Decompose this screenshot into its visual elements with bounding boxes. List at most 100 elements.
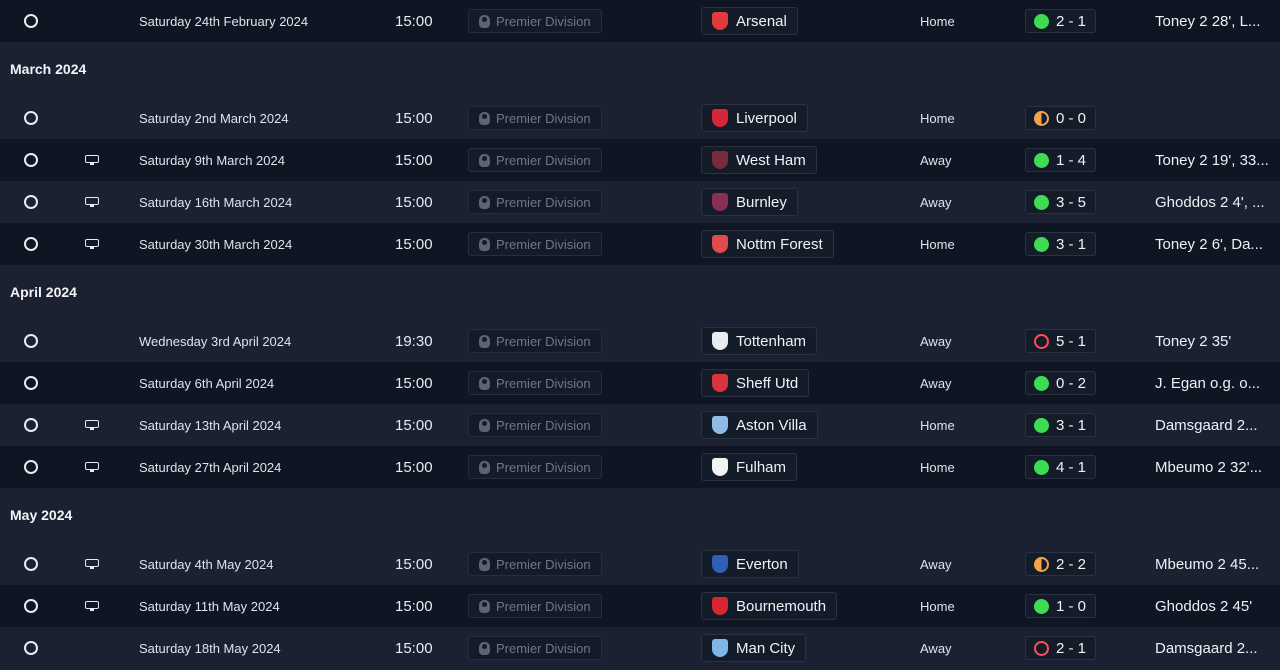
opponent-cell: West Ham (701, 139, 817, 181)
competition-badge[interactable]: Premier Division (468, 371, 602, 395)
tv-stand (90, 609, 94, 611)
venue: Away (920, 375, 952, 391)
opponent-cell: Sheff Utd (701, 362, 810, 404)
competition-badge[interactable]: Premier Division (468, 594, 602, 618)
status-cell (24, 446, 38, 488)
status-circle-icon[interactable] (24, 460, 38, 474)
status-circle-icon[interactable] (24, 237, 38, 251)
competition-badge[interactable]: Premier Division (468, 190, 602, 214)
opponent-name: Bournemouth (736, 597, 827, 615)
tv-icon (85, 420, 99, 430)
club-crest-icon (712, 597, 728, 615)
result-button[interactable]: 3 - 1 (1025, 413, 1097, 437)
fixture-row[interactable]: Saturday 24th February 2024 15:00 Premier … (0, 0, 1280, 42)
status-circle-icon[interactable] (24, 641, 38, 655)
match-date: Saturday 2nd March 2024 (139, 110, 289, 126)
match-date: Saturday 4th May 2024 (139, 556, 274, 572)
opponent-button[interactable]: Sheff Utd (701, 369, 810, 397)
tv-screen (85, 197, 99, 205)
opponent-button[interactable]: Man City (701, 634, 807, 662)
tv-screen (85, 239, 99, 247)
score: 0 - 0 (1056, 109, 1087, 127)
status-circle-icon[interactable] (24, 418, 38, 432)
result-button[interactable]: 0 - 2 (1025, 371, 1097, 395)
kickoff-time: 15:00 (395, 374, 433, 392)
opponent-button[interactable]: Fulham (701, 453, 798, 481)
opponent-button[interactable]: Bournemouth (701, 592, 838, 620)
win-indicator-icon (1034, 152, 1049, 168)
fixture-row[interactable]: Wednesday 3rd April 2024 19:30 Premier Div… (0, 320, 1280, 362)
status-circle-icon[interactable] (24, 195, 38, 209)
competition-badge[interactable]: Premier Division (468, 232, 602, 256)
fixture-row[interactable]: Saturday 27th April 2024 15:00 Premier Div… (0, 446, 1280, 488)
result-button[interactable]: 2 - 1 (1025, 636, 1097, 660)
status-circle-icon[interactable] (24, 14, 38, 28)
competition-badge[interactable]: Premier Division (468, 9, 602, 33)
opponent-button[interactable]: Arsenal (701, 7, 798, 35)
premier-league-lion-icon (479, 334, 490, 348)
fixture-row[interactable]: Saturday 30th March 2024 15:00 Premier Div… (0, 223, 1280, 265)
competition-name: Premier Division (496, 152, 591, 168)
fixture-row[interactable]: Saturday 6th April 2024 15:00 Premier Divi… (0, 362, 1280, 404)
result-cell: 2 - 2 (1025, 543, 1097, 585)
opponent-cell: Tottenham (701, 320, 818, 362)
status-cell (24, 585, 38, 627)
fixture-row[interactable]: Saturday 16th March 2024 15:00 Premier Div… (0, 181, 1280, 223)
tv-stand (90, 428, 94, 430)
result-button[interactable]: 1 - 0 (1025, 594, 1097, 618)
fixture-row[interactable]: Saturday 4th May 2024 15:00 Premier Divisi… (0, 543, 1280, 585)
competition-badge[interactable]: Premier Division (468, 552, 602, 576)
competition-name: Premier Division (496, 556, 591, 572)
competition-badge[interactable]: Premier Division (468, 148, 602, 172)
competition-badge[interactable]: Premier Division (468, 413, 602, 437)
kickoff-time: 15:00 (395, 458, 433, 476)
status-circle-icon[interactable] (24, 334, 38, 348)
competition-name: Premier Division (496, 333, 591, 349)
result-button[interactable]: 3 - 5 (1025, 190, 1097, 214)
opponent-button[interactable]: Tottenham (701, 327, 818, 355)
opponent-button[interactable]: West Ham (701, 146, 817, 174)
competition-cell: Premier Division (468, 181, 602, 223)
fixture-row[interactable]: Saturday 11th May 2024 15:00 Premier Divis… (0, 585, 1280, 627)
status-circle-icon[interactable] (24, 599, 38, 613)
kickoff-time: 19:30 (395, 332, 433, 350)
fixture-row[interactable]: Saturday 18th May 2024 15:00 Premier Divis… (0, 627, 1280, 669)
status-circle-icon[interactable] (24, 376, 38, 390)
fixture-row[interactable]: Saturday 2nd March 2024 15:00 Premier Divi… (0, 97, 1280, 139)
result-button[interactable]: 3 - 1 (1025, 232, 1097, 256)
match-date: Saturday 18th May 2024 (139, 640, 281, 656)
opponent-button[interactable]: Everton (701, 550, 799, 578)
status-cell (24, 223, 38, 265)
competition-cell: Premier Division (468, 404, 602, 446)
competition-badge[interactable]: Premier Division (468, 636, 602, 660)
score: 1 - 0 (1056, 597, 1087, 615)
result-button[interactable]: 0 - 0 (1025, 106, 1097, 130)
win-indicator-icon (1034, 13, 1049, 29)
status-circle-icon[interactable] (24, 111, 38, 125)
fixture-row[interactable]: Saturday 9th March 2024 15:00 Premier Divi… (0, 139, 1280, 181)
fixture-row[interactable]: Saturday 13th April 2024 15:00 Premier Div… (0, 404, 1280, 446)
venue: Away (920, 152, 952, 168)
opponent-button[interactable]: Nottm Forest (701, 230, 834, 258)
result-button[interactable]: 1 - 4 (1025, 148, 1097, 172)
opponent-button[interactable]: Liverpool (701, 104, 808, 132)
result-button[interactable]: 5 - 1 (1025, 329, 1097, 353)
opponent-button[interactable]: Aston Villa (701, 411, 818, 439)
goalscorers: Ghoddos 2 45' (1155, 597, 1253, 615)
result-button[interactable]: 2 - 2 (1025, 552, 1097, 576)
score: 5 - 1 (1056, 332, 1087, 350)
win-indicator-icon (1034, 459, 1049, 475)
status-circle-icon[interactable] (24, 557, 38, 571)
opponent-button[interactable]: Burnley (701, 188, 798, 216)
competition-badge[interactable]: Premier Division (468, 106, 602, 130)
opponent-name: Tottenham (736, 332, 807, 350)
result-button[interactable]: 4 - 1 (1025, 455, 1097, 479)
result-cell: 3 - 1 (1025, 404, 1097, 446)
competition-badge[interactable]: Premier Division (468, 455, 602, 479)
result-button[interactable]: 2 - 1 (1025, 9, 1097, 33)
status-cell (24, 404, 38, 446)
status-circle-icon[interactable] (24, 153, 38, 167)
competition-badge[interactable]: Premier Division (468, 329, 602, 353)
tv-stand (90, 247, 94, 249)
competition-name: Premier Division (496, 598, 591, 614)
